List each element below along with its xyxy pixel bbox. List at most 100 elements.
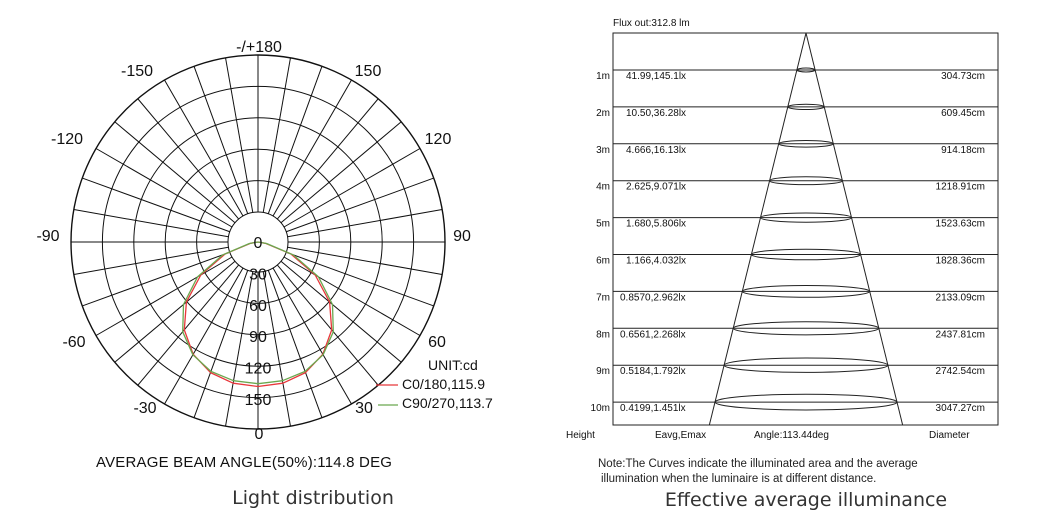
polar-spoke: [114, 121, 236, 224]
polar-spoke: [193, 66, 249, 214]
polar-spoke: [286, 177, 434, 233]
light-distribution-caption: Light distribution: [232, 487, 394, 509]
row-illuminance: 4.666,16.13lx: [626, 145, 686, 156]
polar-radial-label: 90: [249, 329, 267, 346]
polar-spoke: [95, 148, 233, 228]
row-illuminance: 1.166,4.032lx: [626, 256, 686, 267]
polar-radial-label: 30: [249, 266, 267, 283]
row-diameter: 1828.36cm: [936, 256, 985, 267]
note-line-1: Note:The Curves indicate the illuminated…: [598, 458, 918, 470]
polar-series-c90: [182, 241, 334, 385]
row-height: 10m: [591, 403, 610, 414]
polar-spoke: [164, 79, 244, 217]
polar-spoke: [276, 98, 379, 220]
row-illuminance: 0.5184,1.792lx: [620, 366, 686, 377]
row-diameter: 914.18cm: [941, 145, 985, 156]
polar-angle-label: 90: [453, 228, 471, 245]
illuminance-rows: 1m 41.99,145.1lx 304.73cm 2m 10.50,36.28lx 60…: [591, 69, 998, 414]
row-diameter: 609.45cm: [941, 108, 985, 119]
polar-angle-label: 30: [355, 400, 373, 417]
polar-angle-label: 60: [428, 334, 446, 351]
polar-spoke: [262, 271, 291, 427]
polar-angle-label: 150: [355, 63, 382, 80]
polar-angle-label: 0: [255, 426, 264, 443]
polar-angle-label: -60: [62, 334, 85, 351]
row-height: 3m: [596, 145, 610, 156]
polar-angle-label: -120: [51, 131, 83, 148]
polar-spoke: [283, 256, 421, 336]
row-illuminance: 2.625,9.071lx: [626, 182, 686, 193]
illuminance-cone: [708, 32, 904, 426]
polar-spoke: [193, 270, 249, 418]
header-angle: Angle:113.44deg: [754, 430, 829, 441]
note-line-2: illumination when the luminaire is at di…: [601, 473, 876, 485]
row-illuminance: 10.50,36.28lx: [626, 108, 686, 119]
polar-radial-label: 60: [249, 298, 267, 315]
row-illuminance: 1.680,5.806lx: [626, 219, 686, 230]
cone-edge-left: [708, 32, 807, 426]
polar-radial-label: 120: [245, 361, 272, 378]
legend-label-c0: C0/180,115.9: [402, 376, 485, 392]
row-diameter: 2437.81cm: [936, 329, 985, 340]
polar-curves: [182, 241, 334, 388]
row-height: 5m: [596, 219, 610, 230]
polar-angle-label: 120: [425, 131, 452, 148]
polar-spoke: [286, 251, 434, 307]
row-diameter: 2742.54cm: [936, 366, 985, 377]
polar-angle-label: -90: [36, 228, 59, 245]
polar-radial-label: 150: [245, 392, 272, 409]
polar-spoke: [272, 79, 352, 217]
polar-series-c0: [183, 241, 333, 388]
polar-spoke: [82, 177, 230, 233]
polar-angle-label: -/+180: [236, 39, 282, 56]
polar-spoke: [267, 270, 323, 418]
illuminance-chart: Flux out:312.8 lm 1m 41.99,145.1lx 304.73c…: [566, 18, 999, 511]
row-height: 8m: [596, 329, 610, 340]
polar-grid: [70, 54, 446, 430]
polar-spoke: [225, 57, 254, 213]
polar-spoke: [287, 246, 443, 275]
legend-label-c90: C90/270,113.7: [402, 395, 493, 411]
polar-spoke: [280, 121, 402, 224]
polar-spoke: [137, 98, 240, 220]
row-illuminance: 0.8570,2.962lx: [620, 292, 686, 303]
polar-angle-label: -30: [133, 400, 156, 417]
row-height: 1m: [596, 71, 610, 82]
row-diameter: 3047.27cm: [936, 403, 985, 414]
unit-label: UNIT:cd: [428, 357, 478, 373]
polar-radial-label: 0: [254, 235, 263, 252]
beam-angle-text: AVERAGE BEAM ANGLE(50%):114.8 DEG: [96, 454, 392, 471]
row-illuminance: 41.99,145.1lx: [626, 71, 686, 82]
row-diameter: 2133.09cm: [936, 292, 985, 303]
polar-spoke: [267, 66, 323, 214]
row-illuminance: 0.6561,2.268lx: [620, 329, 686, 340]
polar-spoke: [114, 260, 236, 363]
polar-spoke: [272, 267, 352, 405]
row-height: 7m: [596, 292, 610, 303]
polar-spoke: [95, 256, 233, 336]
polar-spoke: [283, 148, 421, 228]
polar-angle-labels: -/+180 150 -150 120 -120 90 -90 60 -60 30 -30 0: [36, 39, 471, 443]
polar-spoke: [73, 209, 229, 238]
header-height: Height: [566, 430, 595, 441]
row-illuminance: 0.4199,1.451lx: [620, 403, 686, 414]
row-height: 6m: [596, 256, 610, 267]
row-diameter: 1523.63cm: [936, 219, 985, 230]
polar-spoke: [73, 246, 229, 275]
cone-edge-right: [805, 32, 904, 426]
flux-label: Flux out:312.8 lm: [613, 18, 690, 29]
header-diameter: Diameter: [929, 430, 970, 441]
polar-radial-labels: 0 30 60 90 120 150: [245, 235, 272, 409]
polar-spoke: [287, 209, 443, 238]
polar-spoke: [82, 251, 230, 307]
polar-spoke: [262, 57, 291, 213]
polar-angle-label: -150: [121, 63, 153, 80]
polar-spoke: [276, 264, 379, 386]
polar-chart: -/+180 150 -150 120 -120 90 -90 60 -60 30 -30 0 0 30…: [36, 39, 493, 509]
row-diameter: 304.73cm: [941, 71, 985, 82]
illuminance-caption: Effective average illuminance: [665, 489, 947, 511]
row-height: 2m: [596, 108, 610, 119]
row-height: 4m: [596, 182, 610, 193]
row-height: 9m: [596, 366, 610, 377]
